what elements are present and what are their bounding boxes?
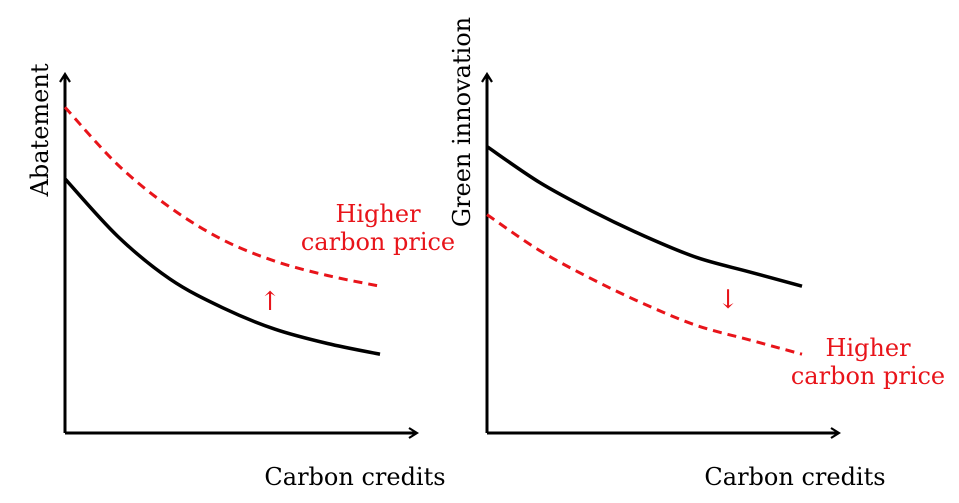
higher-carbon-price-curve [486,213,803,356]
higher-carbon-price-label-line1: Higher [335,200,421,228]
baseline-curve [63,177,381,356]
shift-arrow: ↑ [259,287,281,317]
x-axis-label: Carbon credits [264,463,445,491]
y-axis-label: Green innovation [448,17,476,227]
x-axis-label: Carbon credits [704,463,885,491]
green-innovation-chart: Green innovation Carbon credits ↓ Higher… [448,17,945,491]
higher-carbon-price-label-line2: carbon price [791,362,945,390]
abatement-chart: Abatement Carbon credits ↑ Higher carbon… [26,63,455,491]
higher-carbon-price-curve [63,106,381,288]
higher-carbon-price-label-line2: carbon price [301,228,455,256]
curves [486,145,803,356]
curves [63,106,381,356]
baseline-curve [486,145,803,288]
y-axis-label: Abatement [26,63,54,197]
shift-arrow: ↓ [717,285,739,315]
higher-carbon-price-label-line1: Higher [825,334,911,362]
